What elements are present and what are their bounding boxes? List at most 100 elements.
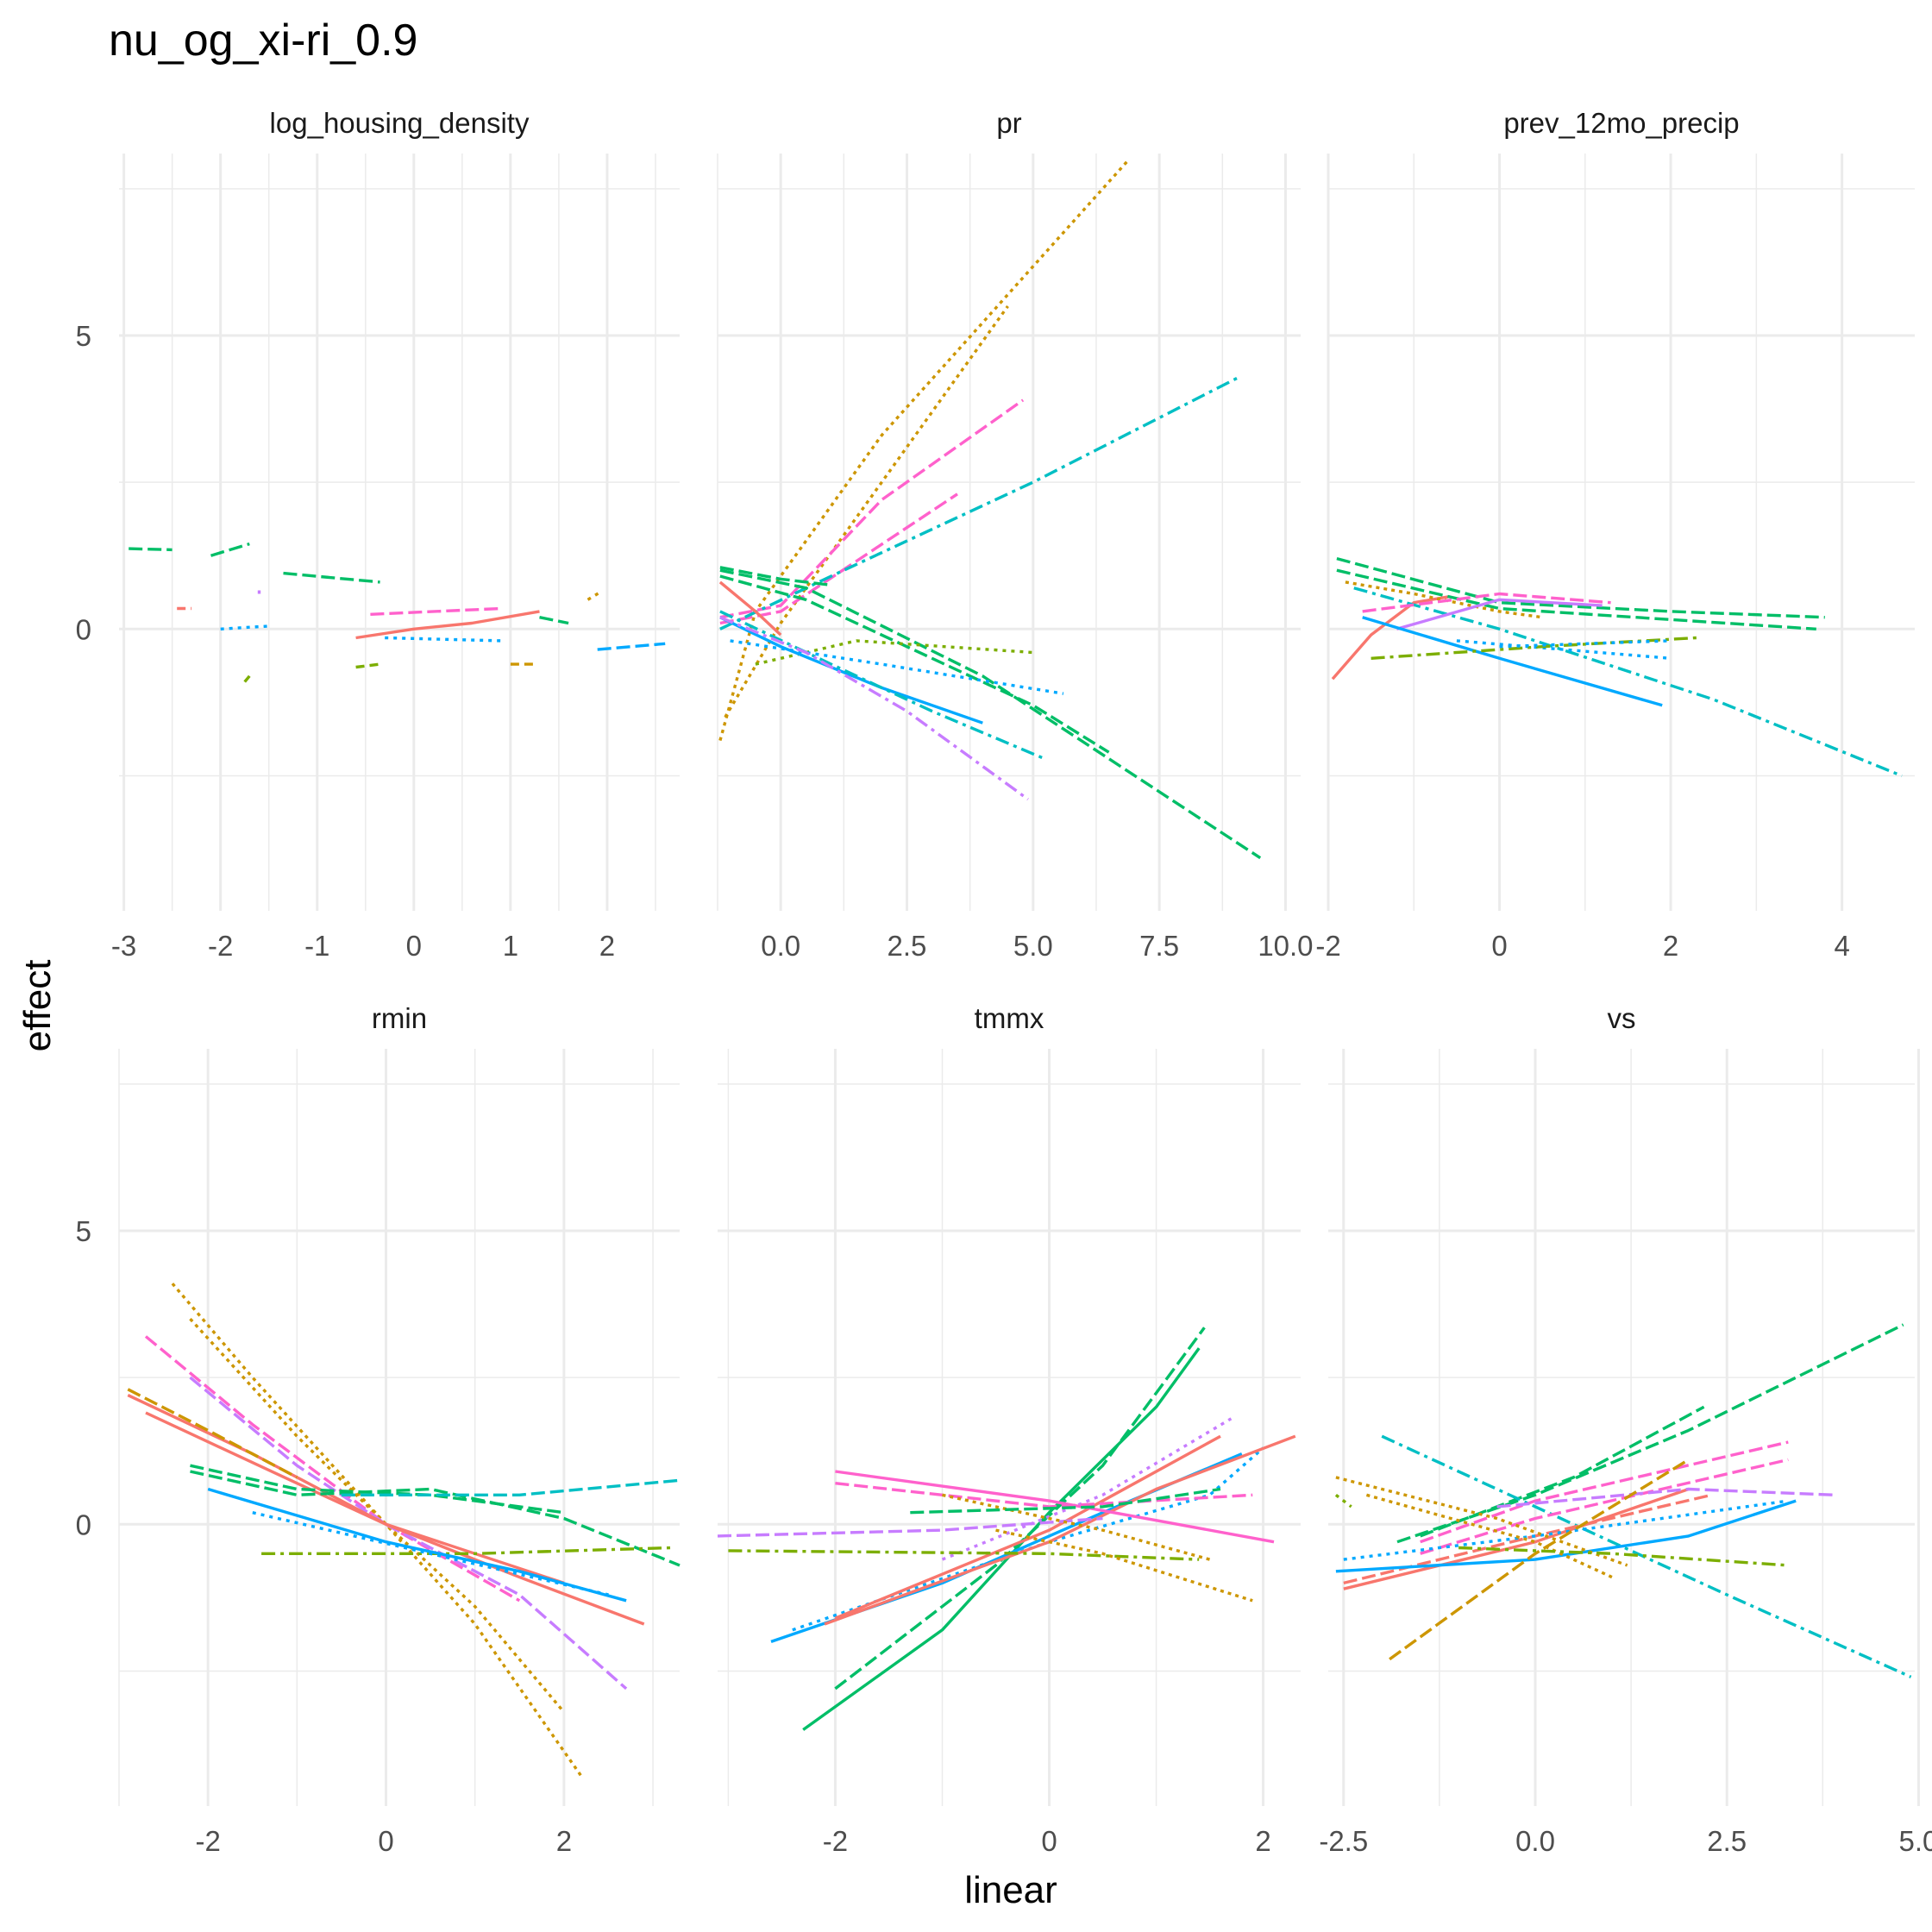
series-line-pr-10 [719, 616, 983, 724]
series-line-log_housing_density-10 [539, 616, 569, 625]
y-tick-label: 0 [76, 1509, 91, 1540]
series-line-log_housing_density-6 [370, 606, 501, 616]
series-line-tmmx-11 [728, 1549, 1200, 1561]
series-line-tmmx-2 [834, 1327, 1206, 1690]
x-tick-label: 1 [503, 930, 518, 962]
facet-panel-vs: vs -2.5 0.0 2.5 5.0 [1319, 1002, 1932, 1857]
series-line-vs-15 [1334, 1493, 1352, 1509]
x-tick-label: 2 [1255, 1825, 1270, 1857]
y-tick-label: 5 [76, 1215, 91, 1247]
x-tick-label: 5.0 [1899, 1825, 1932, 1857]
x-axis-title: linear [964, 1869, 1057, 1911]
series-line-vs-14 [1458, 1546, 1789, 1567]
x-tick-label: -2 [208, 930, 233, 962]
x-tick-label: -1 [304, 930, 329, 962]
series-line-rmin-11 [261, 1546, 671, 1556]
series-line-log_housing_density-3 [283, 571, 380, 584]
series-line-pr-13 [718, 580, 782, 637]
x-tick-label: 4 [1834, 930, 1849, 962]
series-line-rmin-1 [171, 1283, 583, 1778]
x-tick-label: -2 [1315, 930, 1340, 962]
series-line-vs-9 [1335, 1499, 1797, 1573]
series-line-vs-11 [1389, 1458, 1690, 1661]
x-tick-label: 10.0 [1258, 930, 1313, 962]
series-line-rmin-13 [252, 1511, 609, 1596]
series-line-tmmx-6 [834, 1434, 1221, 1620]
facet-panel-prev_12mo_precip: prev_12mo_precip -2 0 2 4 [1315, 107, 1915, 962]
series-line-tmmx-12 [995, 1528, 1253, 1603]
series-line-prev_12mo_precip-5 [1353, 586, 1903, 778]
x-tick-label: 2 [556, 1825, 572, 1857]
y-tick-label: 5 [76, 320, 91, 352]
series-line-prev_12mo_precip-6 [1362, 592, 1611, 613]
series-line-vs-5 [1343, 1493, 1712, 1585]
series-line-tmmx-13 [942, 1493, 1211, 1561]
series-line-prev_12mo_precip-9 [1456, 639, 1672, 660]
x-tick-label: 5.0 [1013, 930, 1053, 962]
facet-panel-tmmx: tmmx -2 0 2 [717, 1002, 1301, 1857]
series-line-vs-7 [1420, 1458, 1789, 1555]
series-line-rmin-2 [189, 1317, 566, 1714]
series-line-pr-3 [719, 398, 1025, 619]
series-line-vs-12 [1335, 1476, 1628, 1567]
facet-strip-label: tmmx [975, 1002, 1044, 1034]
series-line-tmmx-7 [941, 1417, 1233, 1561]
series-line-vs-2 [1420, 1405, 1705, 1538]
series-line-prev_12mo_precip-7 [1396, 598, 1603, 630]
series-line-rmin-4 [189, 1376, 628, 1690]
series-line-rmin-3 [144, 1335, 521, 1603]
series-line-log_housing_density-8 [385, 636, 501, 643]
series-line-vs-6 [1420, 1440, 1789, 1544]
chart-title: nu_og_xi-ri_0.9 [109, 16, 417, 66]
series-line-pr-2 [724, 305, 1009, 718]
series-line-vs-10 [1343, 1499, 1789, 1561]
series-line-pr-8 [755, 639, 1033, 666]
series-line-prev_12mo_precip-8 [1362, 616, 1663, 707]
y-tick-label: 0 [76, 613, 91, 645]
x-tick-label: 0 [1041, 1825, 1057, 1857]
series-line-rmin-10 [341, 1478, 681, 1497]
series-line-pr-4 [719, 492, 958, 625]
series-line-rmin-8 [190, 1470, 681, 1567]
facet-panel-rmin: rmin -2 0 2 0 5 [76, 1002, 681, 1857]
series-line-vs-13 [1365, 1493, 1613, 1579]
facet-strip-label: log_housing_density [270, 107, 530, 139]
series-line-rmin-9 [190, 1464, 565, 1515]
x-tick-label: 0 [406, 930, 422, 962]
series-line-tmmx-14 [910, 1487, 1221, 1515]
series-line-log_housing_density-2 [210, 542, 250, 557]
x-tick-label: 2.5 [1707, 1825, 1747, 1857]
x-tick-label: 2.5 [888, 930, 927, 962]
facet-panel-log_housing_density: log_housing_density -3 -2 -1 0 1 2 0 5 [76, 107, 680, 962]
x-tick-label: 7.5 [1139, 930, 1179, 962]
series-line-pr-14 [719, 566, 831, 586]
x-tick-label: 0 [378, 1825, 393, 1857]
facet-strip-label: prev_12mo_precip [1503, 107, 1739, 139]
facet-strip-label: vs [1608, 1002, 1636, 1034]
x-tick-label: -3 [111, 930, 136, 962]
y-axis-title: effect [16, 960, 59, 1052]
x-tick-label: 0.0 [1515, 1825, 1555, 1857]
facet-panel-pr: pr 0.0 2.5 5.0 7.5 10.0 [717, 107, 1314, 962]
series-line-vs-3 [1381, 1434, 1912, 1678]
series-line-vs-1 [1396, 1323, 1904, 1544]
series-line-pr-11 [719, 610, 1044, 760]
series-line-log_housing_density-12 [355, 662, 380, 669]
x-tick-label: -2 [196, 1825, 221, 1857]
series-line-log_housing_density-11 [597, 642, 666, 651]
series-line-pr-5 [719, 375, 1241, 630]
series-line-tmmx-1 [802, 1347, 1201, 1731]
series-line-prev_12mo_precip-3 [1336, 556, 1825, 619]
series-line-pr-7 [719, 574, 1110, 754]
series-line-pr-12 [719, 616, 1029, 801]
facet-strip-label: rmin [372, 1002, 427, 1034]
x-tick-label: -2.5 [1319, 1825, 1368, 1857]
series-line-prev_12mo_precip-1 [1331, 595, 1449, 681]
series-line-tmmx-9 [835, 1482, 1253, 1509]
series-line-log_housing_density-7 [355, 610, 540, 640]
x-tick-label: 0 [1491, 930, 1507, 962]
series-line-log_housing_density-14 [586, 589, 604, 601]
x-tick-label: 2 [1663, 930, 1678, 962]
x-tick-label: -2 [823, 1825, 848, 1857]
series-line-log_housing_density-13 [243, 674, 251, 683]
